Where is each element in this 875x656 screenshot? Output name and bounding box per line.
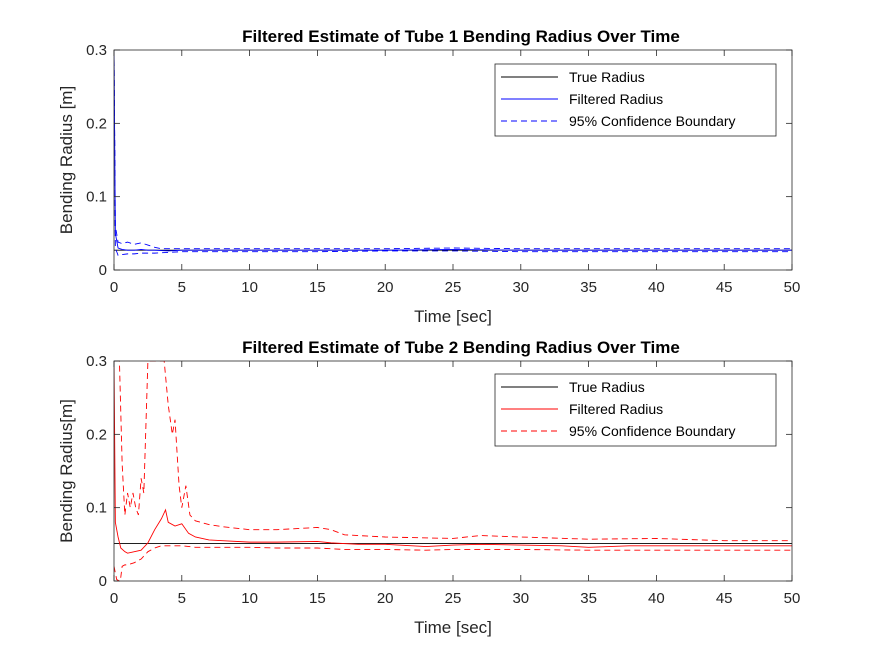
legend: True Radius Filtered Radius 95% Confidence…	[494, 373, 777, 447]
legend-box	[494, 373, 777, 447]
legend-label: Filtered Radius	[569, 401, 663, 417]
legend-label: 95% Confidence Boundary	[569, 423, 736, 439]
y-axis-label: Bending Radius[m]	[57, 399, 76, 543]
x-tick-label: 50	[784, 279, 801, 296]
x-tick-label: 15	[309, 279, 326, 296]
x-tick-label: 20	[377, 590, 394, 607]
legend-box	[494, 63, 777, 137]
y-tick-label: 0.1	[86, 500, 107, 517]
x-tick-label: 40	[648, 590, 665, 607]
series-line-3	[114, 50, 792, 256]
series-line-1	[114, 361, 792, 554]
x-axis-label: Time [sec]	[414, 307, 492, 326]
x-tick-label: 5	[178, 590, 186, 607]
chart-title: Filtered Estimate of Tube 2 Bending Radi…	[242, 338, 680, 357]
x-tick-label: 40	[648, 279, 665, 296]
legend-label: 95% Confidence Boundary	[569, 113, 736, 129]
x-tick-label: 30	[512, 279, 529, 296]
series-line-2	[114, 361, 792, 542]
y-axis-label: Bending Radius [m]	[57, 86, 76, 234]
y-tick-label: 0.2	[86, 426, 107, 443]
chart-tube1: 0 5 10 15 20 25 30 35 40 45 50 0 0.1 0.2 0.3 Filtered E…	[57, 27, 800, 326]
x-tick-label: 35	[580, 590, 597, 607]
series-group	[114, 50, 792, 256]
x-tick-label: 50	[784, 590, 801, 607]
x-tick-label: 0	[110, 279, 118, 296]
y-tick-label: 0	[99, 262, 107, 279]
legend: True Radius Filtered Radius 95% Confidence…	[494, 63, 777, 137]
x-tick-label: 5	[178, 279, 186, 296]
legend-label: True Radius	[569, 69, 645, 85]
series-line-2	[114, 50, 792, 250]
legend-label: Filtered Radius	[569, 91, 663, 107]
y-tick-label: 0.3	[86, 42, 107, 59]
x-axis-label: Time [sec]	[414, 618, 492, 637]
x-tick-label: 20	[377, 279, 394, 296]
x-tick-label: 25	[445, 590, 462, 607]
y-tick-label: 0	[99, 573, 107, 590]
chart-tube2: 0 5 10 15 20 25 30 35 40 45 50 0 0.1 0.2 0.3 Filtered E…	[57, 338, 800, 637]
series-line-3	[114, 545, 792, 581]
series-group	[114, 361, 792, 581]
legend-label: True Radius	[569, 379, 645, 395]
y-tick-label: 0.3	[86, 353, 107, 370]
x-tick-label: 45	[716, 279, 733, 296]
x-tick-label: 0	[110, 590, 118, 607]
x-tick-label: 25	[445, 279, 462, 296]
chart-title: Filtered Estimate of Tube 1 Bending Radi…	[242, 27, 680, 46]
y-tick-label: 0.1	[86, 189, 107, 206]
y-tick-label: 0.2	[86, 115, 107, 132]
x-tick-label: 35	[580, 279, 597, 296]
x-tick-label: 45	[716, 590, 733, 607]
x-tick-label: 30	[512, 590, 529, 607]
series-line-1	[114, 50, 792, 252]
x-tick-label: 15	[309, 590, 326, 607]
x-tick-label: 10	[241, 590, 258, 607]
x-tick-label: 10	[241, 279, 258, 296]
